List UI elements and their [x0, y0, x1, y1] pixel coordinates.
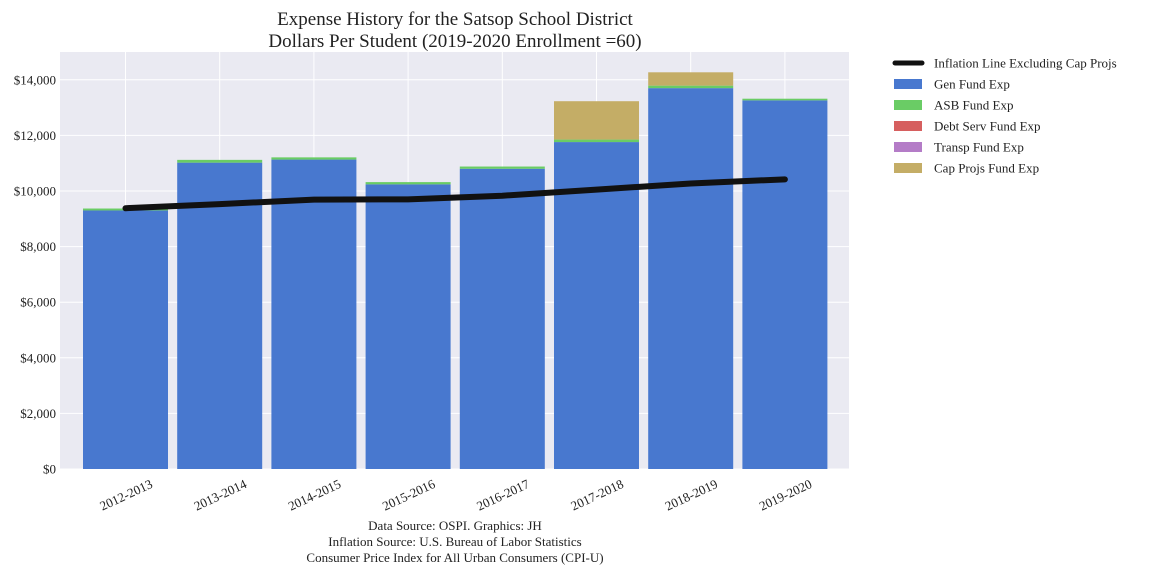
bar-gen-fund-exp-2014-2015 [271, 159, 357, 469]
bar-gen-fund-exp-2015-2016 [365, 184, 451, 469]
source-line: Inflation Source: U.S. Bureau of Labor S… [328, 534, 581, 549]
x-axis-ticks: 2012-2013 2013-2014 2014-2015 2015-2016 2016… [97, 476, 814, 514]
legend-label-asb-fund-exp: ASB Fund Exp [934, 98, 1013, 113]
chart-title: Expense History for the Satsop School Di… [277, 9, 633, 30]
legend-swatch-cap-projs-fund-exp [894, 163, 922, 173]
bar-asb-fund-exp-2013-2014 [177, 159, 263, 163]
bar-cap-projs-fund-exp-2017-2018 [554, 101, 639, 140]
legend-label-gen-fund-exp: Gen Fund Exp [934, 77, 1010, 92]
chart-subtitle: Dollars Per Student (2019-2020 Enrollmen… [268, 31, 641, 52]
bar-asb-fund-exp-2015-2016 [365, 182, 451, 185]
y-tick-label: $8,000 [20, 239, 56, 254]
bar-asb-fund-exp-2018-2019 [648, 85, 734, 89]
bar-cap-projs-fund-exp-2018-2019 [648, 72, 734, 86]
legend: Inflation Line Excluding Cap Projs Gen Fu… [892, 56, 1117, 176]
bar-gen-fund-exp-2017-2018 [554, 142, 639, 469]
bar-gen-fund-exp-2013-2014 [177, 162, 263, 470]
bar-gen-fund-exp-2018-2019 [648, 88, 734, 469]
y-tick-label: $14,000 [14, 72, 56, 87]
bar-asb-fund-exp-2016-2017 [459, 166, 545, 169]
y-tick-label: $4,000 [20, 350, 56, 365]
x-tick-label: 2017-2018 [568, 476, 625, 513]
bar-group [83, 72, 828, 470]
y-tick-label: $12,000 [14, 128, 56, 143]
bar-asb-fund-exp-2014-2015 [271, 157, 357, 160]
y-tick-label: $0 [43, 462, 56, 477]
source-line: Data Source: OSPI. Graphics: JH [368, 518, 542, 533]
x-tick-label: 2019-2020 [757, 476, 814, 513]
bar-asb-fund-exp-2017-2018 [554, 139, 639, 143]
bar-gen-fund-exp-2016-2017 [459, 168, 545, 469]
y-tick-label: $2,000 [20, 406, 56, 421]
legend-label-inflation-line: Inflation Line Excluding Cap Projs [934, 56, 1117, 71]
y-tick-label: $6,000 [20, 295, 56, 310]
inflation-line [122, 176, 788, 212]
legend-swatch-asb-fund-exp [894, 100, 922, 110]
x-tick-label: 2013-2014 [192, 476, 250, 514]
x-tick-label: 2014-2015 [286, 476, 343, 513]
bar-gen-fund-exp-2019-2020 [742, 100, 828, 469]
y-axis-ticks: $0 $2,000 $4,000 $6,000 $8,000 $10,000 $12,000… [14, 72, 56, 476]
y-tick-label: $10,000 [14, 184, 56, 199]
legend-swatch-transp-fund-exp [894, 142, 922, 152]
source-line: Consumer Price Index for All Urban Consu… [306, 550, 603, 565]
legend-swatch-gen-fund-exp [894, 79, 922, 89]
legend-swatch-debt-serv-fund-exp [894, 121, 922, 131]
bar-gen-fund-exp-2012-2013 [83, 210, 168, 469]
x-tick-label: 2015-2016 [380, 476, 438, 514]
inflation-line-group [122, 176, 788, 212]
legend-label-transp-fund-exp: Transp Fund Exp [934, 140, 1024, 155]
x-tick-label: 2012-2013 [97, 476, 154, 513]
legend-label-cap-projs-fund-exp: Cap Projs Fund Exp [934, 161, 1039, 176]
bar-asb-fund-exp-2019-2020 [742, 98, 828, 101]
legend-label-debt-serv-fund-exp: Debt Serv Fund Exp [934, 119, 1041, 134]
x-tick-label: 2018-2019 [663, 476, 720, 513]
x-tick-label: 2016-2017 [474, 476, 532, 514]
source-notes: Data Source: OSPI. Graphics: JHInflation… [306, 518, 603, 565]
